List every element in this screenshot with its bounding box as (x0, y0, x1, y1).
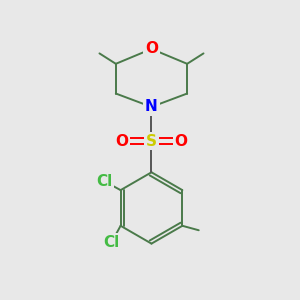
Text: Cl: Cl (103, 235, 120, 250)
Text: O: O (145, 41, 158, 56)
Text: Cl: Cl (96, 174, 112, 189)
Text: O: O (175, 134, 188, 148)
Text: N: N (145, 99, 158, 114)
Text: O: O (115, 134, 128, 148)
Text: S: S (146, 134, 157, 148)
